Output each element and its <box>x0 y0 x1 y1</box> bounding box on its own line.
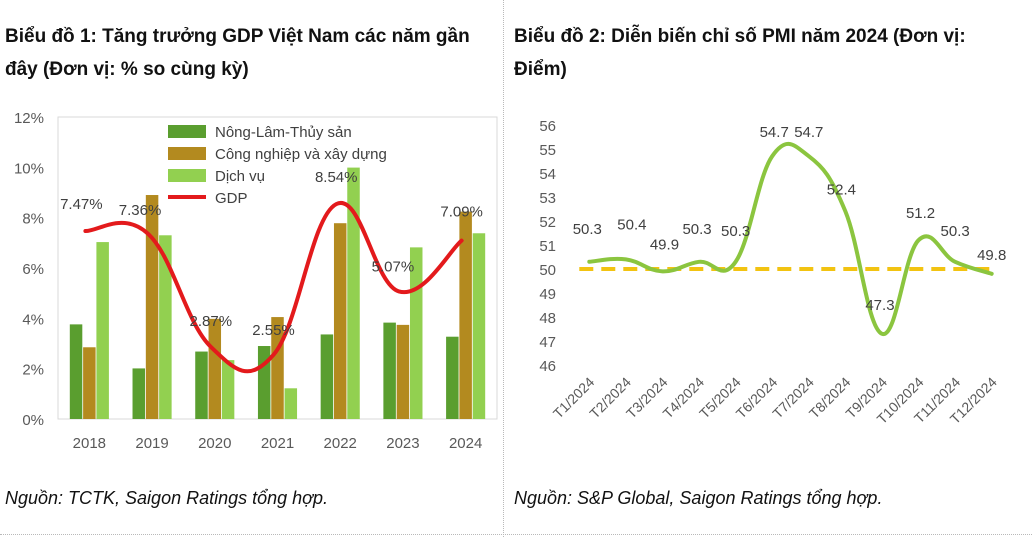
y-tick-label: 48 <box>539 310 556 327</box>
data-label: 8.54% <box>315 169 358 186</box>
x-tick-label: 2024 <box>449 435 482 452</box>
gdp-panel: Biểu đồ 1: Tăng trưởng GDP Việt Nam các … <box>0 0 504 537</box>
x-tick-label: 2019 <box>135 435 168 452</box>
bar <box>472 233 486 419</box>
bar <box>284 388 298 419</box>
bar <box>396 324 410 419</box>
data-label: 49.9 <box>650 236 679 253</box>
data-label: 50.3 <box>573 221 602 238</box>
legend-label: Dịch vụ <box>215 168 265 185</box>
data-label: 7.09% <box>440 204 483 221</box>
x-tick-label: 2023 <box>386 435 419 452</box>
y-tick-label: 2% <box>22 362 44 379</box>
gdp-chart-title: Biểu đồ 1: Tăng trưởng GDP Việt Nam các … <box>5 26 470 80</box>
pmi-line <box>587 142 994 336</box>
gdp-source-note: Nguồn: TCTK, Saigon Ratings tổng hợp. <box>5 488 329 508</box>
y-tick-label: 56 <box>539 118 556 135</box>
data-label: 50.3 <box>721 223 750 240</box>
pmi-panel: Biểu đồ 2: Diễn biến chỉ số PMI năm 2024… <box>505 0 1032 537</box>
y-tick-label: 52 <box>539 214 556 231</box>
bar <box>132 368 146 419</box>
pmi-source-note: Nguồn: S&P Global, Saigon Ratings tổng h… <box>514 488 883 508</box>
legend-swatch <box>168 169 206 182</box>
x-tick-label: 2022 <box>324 435 357 452</box>
data-label: 54.7 <box>760 124 789 141</box>
legend-swatch <box>168 125 206 138</box>
data-label: 2.55% <box>252 322 295 339</box>
y-tick-label: 49 <box>539 286 556 303</box>
bar <box>69 324 83 419</box>
data-label: 7.36% <box>119 202 162 219</box>
data-label: 5.07% <box>372 258 415 275</box>
bottom-border <box>0 534 1032 535</box>
legend-label: Nông-Lâm-Thủy sản <box>215 124 352 141</box>
x-tick-label: 2018 <box>73 435 106 452</box>
gdp-chart: 0% 2% 4% 6% 8% 10% 12% 2018 2019 2020 2021 2022 2023… <box>14 110 498 452</box>
pmi-chart-title: Biểu đồ 2: Diễn biến chỉ số PMI năm 2024… <box>514 26 966 80</box>
y-tick-label: 54 <box>539 166 556 183</box>
panel-divider <box>503 0 504 537</box>
y-tick-label: 55 <box>539 142 556 159</box>
gdp-line <box>83 200 464 374</box>
data-label: 50.3 <box>941 223 970 240</box>
x-tick-label: 2021 <box>261 435 294 452</box>
bar <box>333 223 347 419</box>
y-tick-label: 46 <box>539 358 556 375</box>
y-tick-label: 53 <box>539 190 556 207</box>
bar <box>459 211 472 419</box>
bar <box>257 346 271 419</box>
y-tick-label: 0% <box>22 412 44 429</box>
legend-label: Công nghiệp và xây dựng <box>215 146 387 163</box>
bar <box>347 167 360 419</box>
bar <box>83 347 96 419</box>
bar <box>221 360 235 419</box>
y-tick-label: 50 <box>539 262 556 279</box>
x-tick-label: 2020 <box>198 435 231 452</box>
bar <box>320 334 334 419</box>
y-tick-label: 8% <box>22 211 44 228</box>
bar <box>96 242 109 419</box>
data-label: 51.2 <box>906 205 935 222</box>
data-label: 2.87% <box>190 313 233 330</box>
data-label: 49.8 <box>977 247 1006 264</box>
legend-label: GDP <box>215 190 248 207</box>
data-label: 7.47% <box>60 196 103 213</box>
bar <box>383 322 396 419</box>
legend-swatch <box>168 147 206 160</box>
bar <box>159 235 172 419</box>
bar <box>446 336 459 419</box>
y-tick-label: 12% <box>14 110 44 127</box>
bar <box>208 318 222 419</box>
bar <box>195 351 208 419</box>
bar <box>145 195 159 419</box>
y-tick-label: 47 <box>539 334 556 351</box>
y-tick-label: 4% <box>22 311 44 328</box>
data-label: 52.4 <box>827 181 856 198</box>
data-label: 50.3 <box>682 221 711 238</box>
y-tick-label: 6% <box>22 261 44 278</box>
y-tick-label: 51 <box>539 238 556 255</box>
y-tick-label: 10% <box>14 160 44 177</box>
data-label: 47.3 <box>865 297 894 314</box>
data-label: 54.7 <box>794 124 823 141</box>
data-label: 50.4 <box>617 216 646 233</box>
